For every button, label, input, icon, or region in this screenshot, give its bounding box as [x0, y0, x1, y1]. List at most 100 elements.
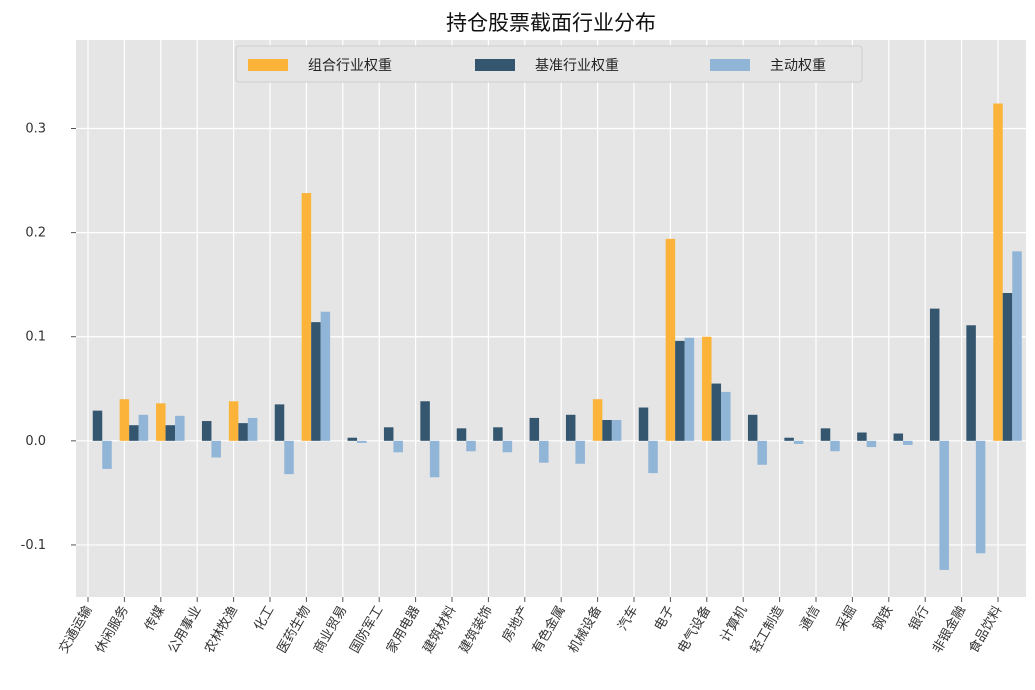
bar: [228, 401, 239, 441]
bar-marks: [92, 103, 1022, 570]
legend-swatch: [475, 59, 515, 71]
category-label: 传媒: [142, 604, 168, 634]
bar: [211, 440, 221, 458]
bar: [156, 403, 166, 441]
bar: [129, 425, 139, 441]
bar: [975, 440, 986, 554]
bar: [684, 337, 695, 441]
bar: [301, 193, 312, 441]
bar: [711, 383, 722, 441]
bar: [702, 336, 712, 441]
category-label: 公用事业: [166, 604, 205, 657]
bar: [820, 428, 831, 441]
bar: [393, 440, 403, 453]
bar: [857, 432, 867, 441]
bar: [320, 311, 331, 441]
bar: [92, 410, 103, 441]
plot-background: [76, 40, 1026, 597]
category-label: 计算机: [718, 604, 750, 645]
bar: [565, 414, 576, 441]
bar: [502, 440, 513, 453]
category-label: 汽车: [615, 603, 642, 634]
bar: [357, 440, 367, 443]
bar: [866, 440, 877, 448]
category-label: 钢铁: [870, 604, 896, 634]
bar: [784, 437, 794, 441]
grid-lines: [76, 40, 1026, 597]
bar: [575, 440, 585, 464]
category-label: 食品饮料: [966, 603, 1006, 656]
category-label: 非银金融: [929, 603, 969, 656]
bar: [466, 440, 476, 452]
category-label: 化工: [251, 604, 277, 634]
category-label: 建筑装饰: [456, 603, 496, 656]
bar: [165, 425, 176, 441]
category-label: 医药生物: [275, 604, 314, 657]
y-tick-label: 0.2: [25, 226, 46, 241]
bar: [675, 340, 685, 441]
bar: [274, 404, 285, 441]
bar: [611, 420, 622, 441]
category-label: 银行: [907, 604, 933, 634]
legend-box: [235, 45, 863, 83]
bar: [247, 417, 258, 441]
bar: [238, 423, 248, 441]
bar: [493, 427, 503, 441]
legend-label: 组合行业权重: [308, 58, 392, 74]
category-label: 建筑材料: [420, 603, 460, 656]
bar: [638, 407, 649, 441]
bar: [175, 415, 185, 441]
category-label: 电子: [652, 604, 678, 634]
legend-label: 主动权重: [770, 58, 826, 74]
bar: [539, 440, 549, 463]
bar: [966, 325, 976, 441]
bar: [456, 428, 467, 441]
bar: [311, 322, 321, 441]
y-tick-label: 0.3: [25, 121, 46, 136]
bar: [757, 440, 767, 465]
bar: [893, 433, 904, 441]
bar: [420, 401, 430, 441]
bar: [993, 103, 1003, 441]
category-label: 采掘: [834, 604, 860, 634]
bar: [102, 440, 112, 469]
y-axis: -0.1 0.0 0.1 0.2 0.3: [21, 121, 76, 553]
bar: [1012, 251, 1022, 441]
bar: [747, 414, 758, 441]
bar: [138, 414, 149, 441]
bar: [347, 437, 358, 441]
category-label: 通信: [797, 604, 823, 634]
bar: [119, 399, 130, 441]
bar: [592, 399, 603, 441]
bar: [602, 420, 612, 441]
category-label: 国防军工: [347, 603, 387, 656]
category-label: 机械设备: [565, 603, 605, 656]
bar: [648, 440, 658, 474]
bar: [929, 308, 940, 441]
bar: [284, 440, 294, 475]
category-label: 农林牧渔: [202, 604, 241, 657]
legend-label: 基准行业权重: [535, 57, 619, 74]
y-tick-label: 0.0: [25, 434, 46, 449]
chart-title: 持仓股票截面行业分布: [446, 11, 656, 35]
y-tick-label: 0.1: [25, 330, 46, 345]
bar: [665, 238, 676, 441]
category-label: 交通运输: [56, 603, 96, 656]
bar: [1002, 292, 1013, 441]
category-label: 休闲服务: [92, 603, 132, 656]
bar: [939, 440, 949, 570]
legend-swatch: [710, 59, 750, 71]
category-label: 电气设备: [674, 603, 714, 656]
category-label: 轻工制造: [748, 604, 787, 657]
bar: [830, 440, 840, 452]
bar: [429, 440, 440, 478]
bar: [721, 391, 731, 441]
legend: 组合行业权重 基准行业权重 主动权重: [235, 45, 863, 83]
bar: [793, 440, 804, 444]
bar: [383, 427, 394, 441]
category-label: 家用电器: [383, 603, 423, 656]
category-label: 房地产: [499, 603, 532, 645]
bar: [529, 417, 540, 441]
